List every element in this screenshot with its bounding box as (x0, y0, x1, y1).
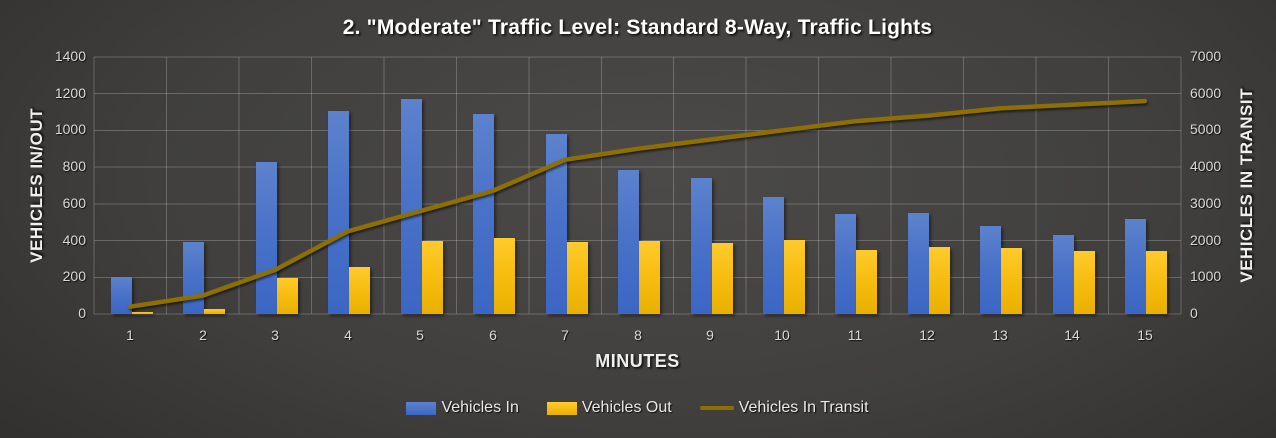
legend: Vehicles In Vehicles Out Vehicles In Trans… (94, 399, 1181, 417)
line-series-vehicles-in-transit (127, 98, 1148, 309)
legend-swatch-icon (699, 405, 734, 411)
legend-swatch-icon (546, 401, 577, 415)
x-axis-tick-label: 4 (344, 327, 352, 343)
x-axis-tick-label: 3 (271, 327, 279, 343)
bar-vehicles-out-min-11 (856, 249, 878, 314)
gridlines (93, 56, 1182, 315)
x-axis-tick-label: 14 (1064, 327, 1080, 343)
x-axis-tick-label: 13 (992, 327, 1008, 343)
bar-vehicles-out-min-10 (783, 239, 805, 314)
y-axis-left-tick-label: 400 (62, 232, 86, 248)
y-axis-right-tick-label: 1000 (1190, 268, 1222, 284)
bar-vehicles-in-min-1 (110, 277, 132, 314)
legend-label: Vehicles Out (581, 399, 672, 416)
bar-vehicles-in-min-12 (907, 213, 929, 314)
bar-vehicles-in-min-11 (835, 214, 857, 314)
bar-vehicles-out-min-4 (349, 267, 371, 314)
x-axis-tick-label: 12 (919, 327, 935, 343)
bar-vehicles-in-min-8 (618, 169, 639, 314)
y-axis-title-left-text: VEHICLES IN/OUT (27, 108, 46, 263)
x-axis-tick-label: 8 (634, 327, 642, 343)
x-axis-tick-label: 11 (847, 327, 863, 343)
y-axis-left-tick-label: 1400 (54, 48, 86, 64)
bar-vehicles-out-min-9 (711, 243, 733, 314)
bar-vehicles-in-min-7 (545, 134, 567, 314)
bar-vehicles-out-min-2 (204, 308, 226, 314)
x-axis-tick-label: 15 (1137, 327, 1153, 343)
y-axis-left-tick-label: 1000 (54, 121, 86, 137)
legend-label: Vehicles In (441, 399, 519, 416)
bar-vehicles-out-min-1 (131, 312, 153, 314)
legend-label: Vehicles In Transit (738, 399, 869, 416)
bar-vehicles-out-min-3 (276, 278, 298, 314)
x-axis-tick-label: 1 (126, 327, 134, 343)
y-axis-left-tick-label: 800 (62, 158, 86, 174)
y-axis-title-right-text: VEHICLES IN TRANSIT (1237, 88, 1256, 283)
bar-vehicles-out-min-15 (1146, 250, 1168, 314)
y-axis-title-right: VEHICLES IN TRANSIT (1236, 57, 1258, 314)
plot-area (93, 56, 1182, 315)
bar-vehicles-out-min-12 (928, 247, 950, 314)
x-axis-title: MINUTES (595, 351, 680, 371)
y-axis-left-tick-label: 200 (62, 268, 86, 284)
bar-vehicles-in-min-15 (1125, 218, 1147, 314)
bar-vehicles-in-min-9 (690, 178, 712, 314)
bar-vehicles-in-min-13 (980, 225, 1002, 314)
bar-vehicles-in-min-10 (762, 197, 784, 314)
chart-title: 2. "Moderate" Traffic Level: Standard 8-… (342, 16, 933, 39)
legend-item-vehicles-in-transit: Vehicles In Transit (699, 399, 869, 417)
x-axis-tick-label: 6 (489, 327, 497, 343)
y-axis-right-tick-label: 2000 (1190, 232, 1222, 248)
y-axis-title-left: VEHICLES IN/OUT (26, 57, 48, 314)
y-axis-right-tick-label: 3000 (1190, 195, 1222, 211)
x-axis-tick-label: 5 (416, 327, 424, 343)
bar-vehicles-out-min-7 (566, 241, 588, 314)
bar-vehicles-in-min-6 (473, 113, 495, 314)
y-axis-left-tick-label: 1200 (54, 85, 86, 101)
bar-vehicles-in-min-14 (1052, 235, 1074, 314)
y-axis-left-tick-label: 0 (78, 305, 86, 321)
bar-vehicles-out-min-5 (421, 240, 443, 314)
bar-vehicles-out-min-6 (494, 237, 516, 314)
legend-swatch-icon (406, 401, 437, 415)
legend-item-vehicles-in: Vehicles In (406, 399, 519, 417)
x-axis-tick-label: 7 (561, 327, 569, 343)
bar-vehicles-out-min-8 (639, 240, 660, 314)
y-axis-right-tick-label: 6000 (1190, 85, 1222, 101)
y-axis-right-tick-label: 7000 (1190, 48, 1222, 64)
x-axis-tick-label: 2 (199, 327, 207, 343)
legend-item-vehicles-out: Vehicles Out (546, 399, 672, 417)
y-axis-left-tick-label: 600 (62, 195, 86, 211)
y-axis-right-tick-label: 5000 (1190, 121, 1222, 137)
bar-vehicles-in-min-4 (328, 111, 350, 314)
y-axis-right-tick-label: 4000 (1190, 158, 1222, 174)
bar-vehicles-in-min-5 (400, 99, 422, 314)
bar-vehicles-out-min-14 (1073, 250, 1095, 314)
bar-vehicles-out-min-13 (1001, 247, 1023, 314)
x-axis-tick-label: 9 (706, 327, 714, 343)
y-axis-right-tick-label: 0 (1190, 305, 1198, 321)
x-axis-tick-label: 10 (774, 327, 790, 343)
